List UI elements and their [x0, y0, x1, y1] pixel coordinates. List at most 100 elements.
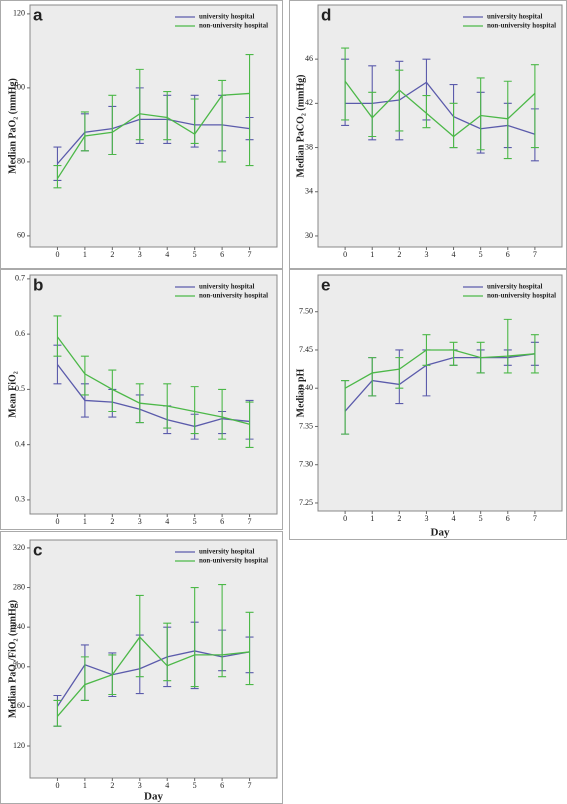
- series-line: [344, 353, 535, 412]
- error-bar: [108, 94, 117, 156]
- x-tick-label: 2: [110, 517, 114, 526]
- y-tick-label: 320: [13, 543, 25, 552]
- y-tick-label: 7.50: [299, 307, 313, 316]
- x-tick-label: 3: [424, 250, 428, 259]
- y-axis-label: Median PaO₂ (mmHg): [7, 78, 18, 174]
- x-tick-label: 6: [220, 781, 224, 790]
- x-tick-label: 5: [193, 517, 197, 526]
- x-tick-label: 6: [220, 517, 224, 526]
- x-tick-label: 2: [397, 514, 401, 523]
- error-bar: [395, 69, 404, 132]
- legend-label: non-university hospital: [199, 557, 268, 565]
- y-axis-label: Mean FiO₂: [7, 371, 18, 418]
- error-bar: [190, 586, 199, 688]
- y-tick-label: 7.45: [299, 345, 313, 354]
- series-line: [56, 118, 250, 165]
- error-bar: [135, 68, 144, 141]
- error-bar: [53, 165, 62, 189]
- y-tick-label: 7.30: [299, 460, 313, 469]
- x-axis-label: Day: [144, 791, 163, 803]
- error-bar: [80, 111, 89, 152]
- error-bar: [218, 388, 227, 440]
- x-tick-label: 4: [452, 250, 456, 259]
- error-bar: [53, 699, 62, 727]
- error-bar: [341, 380, 350, 435]
- legend-label: university hospital: [487, 13, 542, 21]
- x-tick-label: 5: [479, 250, 483, 259]
- legend-label: non-university hospital: [199, 22, 268, 30]
- panel-label: c: [33, 540, 42, 559]
- panel-label: b: [33, 275, 43, 294]
- plot-area: [29, 4, 278, 248]
- error-bar: [80, 656, 89, 701]
- x-tick-label: 0: [343, 250, 347, 259]
- error-bar: [476, 77, 485, 151]
- y-tick-label: 60: [17, 231, 25, 240]
- x-tick-label: 1: [370, 514, 374, 523]
- x-tick-label: 6: [506, 514, 510, 523]
- x-tick-label: 2: [110, 781, 114, 790]
- plot-area: [317, 274, 563, 512]
- panel-label: e: [321, 275, 330, 294]
- legend-label: university hospital: [199, 13, 254, 21]
- y-axis-label: Median PaCO₂ (mmHg): [295, 75, 306, 178]
- legend-label: non-university hospital: [487, 22, 556, 30]
- error-bar: [422, 95, 431, 129]
- error-bar: [163, 622, 172, 682]
- plot-area: [317, 4, 563, 248]
- error-bar: [341, 47, 350, 121]
- x-tick-label: 5: [193, 781, 197, 790]
- error-bar: [245, 54, 254, 167]
- x-tick-label: 4: [452, 514, 456, 523]
- error-bar: [503, 80, 512, 160]
- error-bar: [218, 584, 227, 678]
- x-tick-label: 1: [83, 517, 87, 526]
- x-tick-label: 7: [533, 250, 537, 259]
- x-tick-label: 6: [220, 250, 224, 259]
- error-bar: [368, 357, 377, 397]
- x-tick-label: 7: [248, 250, 252, 259]
- x-tick-label: 7: [533, 514, 537, 523]
- x-tick-label: 1: [83, 250, 87, 259]
- y-tick-label: 240: [13, 622, 25, 631]
- panel-frame: [0, 269, 283, 530]
- series-line: [344, 80, 536, 138]
- x-tick-label: 5: [193, 250, 197, 259]
- x-tick-label: 6: [506, 250, 510, 259]
- y-axis-label: Median pH: [295, 368, 306, 417]
- error-bar: [190, 98, 199, 144]
- x-tick-label: 3: [138, 517, 142, 526]
- error-bar: [395, 357, 404, 389]
- panel-label: d: [321, 5, 331, 24]
- y-axis-label: Median PaO₂/FiO₂ (mmHg): [7, 600, 18, 718]
- x-tick-label: 1: [370, 250, 374, 259]
- y-tick-label: 120: [13, 9, 25, 18]
- series-line: [56, 364, 250, 428]
- legend-label: non-university hospital: [199, 292, 268, 300]
- x-tick-label: 1: [83, 781, 87, 790]
- y-tick-label: 7.25: [299, 498, 313, 507]
- series-line: [345, 81, 536, 135]
- x-tick-label: 0: [55, 781, 59, 790]
- y-tick-label: 46: [305, 54, 313, 63]
- y-tick-label: 7.40: [299, 383, 313, 392]
- y-tick-label: 80: [17, 157, 25, 166]
- error-bar: [530, 64, 539, 149]
- x-tick-label: 5: [479, 514, 483, 523]
- x-tick-label: 4: [165, 781, 169, 790]
- y-tick-label: 0.7: [15, 274, 25, 283]
- legend-label: university hospital: [199, 548, 254, 556]
- legend-label: non-university hospital: [487, 292, 556, 300]
- y-tick-label: 160: [13, 701, 25, 710]
- error-bar: [503, 318, 512, 374]
- y-tick-label: 0.6: [15, 329, 25, 338]
- x-tick-label: 3: [424, 514, 428, 523]
- y-tick-label: 7.35: [299, 421, 313, 430]
- x-tick-label: 0: [55, 517, 59, 526]
- y-tick-label: 120: [13, 741, 25, 750]
- x-tick-label: 0: [343, 514, 347, 523]
- error-bar: [218, 79, 227, 163]
- series-line: [56, 336, 250, 425]
- legend-label: university hospital: [487, 283, 542, 291]
